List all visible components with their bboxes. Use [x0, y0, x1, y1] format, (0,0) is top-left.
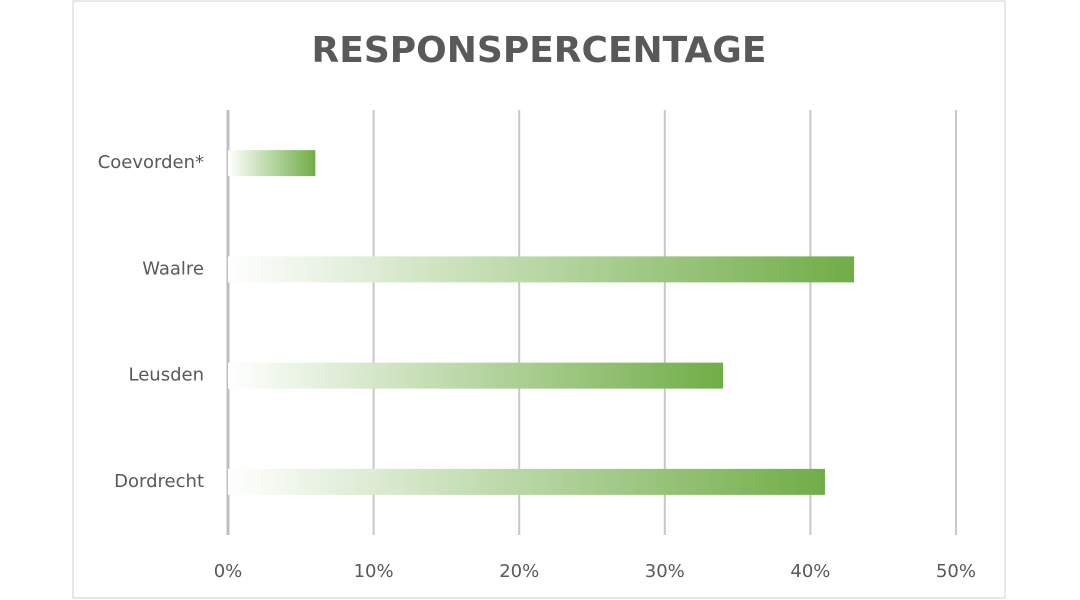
- bar: [228, 362, 724, 389]
- bar: [228, 150, 316, 177]
- x-tick-label: 20%: [499, 561, 539, 582]
- y-tick-label: Dordrecht: [114, 471, 204, 492]
- bar: [228, 468, 825, 495]
- x-tick-label: 10%: [354, 561, 394, 582]
- bar: [228, 256, 855, 283]
- x-tick-label: 0%: [214, 561, 243, 582]
- y-tick-label: Coevorden*: [98, 152, 204, 173]
- y-tick-label: Leusden: [129, 365, 204, 386]
- chart-frame: [72, 0, 1006, 599]
- y-tick-label: Waalre: [142, 258, 204, 279]
- x-tick-label: 40%: [790, 561, 830, 582]
- x-tick-label: 30%: [645, 561, 685, 582]
- x-tick-label: 50%: [936, 561, 976, 582]
- chart-title: RESPONSPERCENTAGE: [312, 30, 767, 71]
